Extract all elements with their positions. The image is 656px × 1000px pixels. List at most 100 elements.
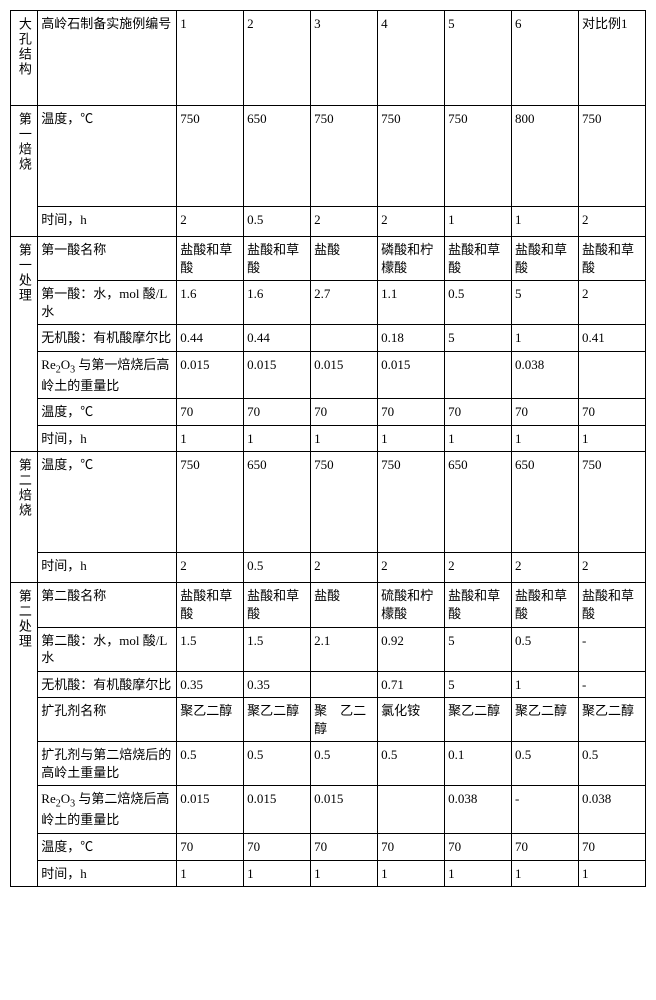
cell: -	[579, 671, 646, 698]
cell: 2	[445, 553, 512, 583]
cell: 2	[177, 553, 244, 583]
cell: 70	[244, 399, 311, 426]
cell: 0.5	[244, 742, 311, 786]
group-second-calcination: 第二焙烧	[11, 452, 38, 583]
cell: -	[579, 627, 646, 671]
cell: 盐酸和草酸	[244, 583, 311, 627]
group-second-treatment: 第二处理	[11, 583, 38, 887]
cell: 1	[579, 425, 646, 452]
cell: 0.5	[445, 281, 512, 325]
cell: 70	[177, 399, 244, 426]
col-3: 3	[311, 11, 378, 106]
cell: 70	[512, 399, 579, 426]
cell: 1	[512, 671, 579, 698]
cell: 聚 乙二醇	[311, 698, 378, 742]
cell: 盐酸	[311, 583, 378, 627]
cell: 聚乙二醇	[445, 698, 512, 742]
cell: 0.5	[244, 553, 311, 583]
cell	[445, 351, 512, 399]
row-label: 时间，h	[38, 553, 177, 583]
sec4-pore-row: 扩孔剂名称 聚乙二醇 聚乙二醇 聚 乙二醇 氯化铵 聚乙二醇 聚乙二醇 聚乙二醇	[11, 698, 646, 742]
cell: 0.18	[378, 325, 445, 352]
cell: 1	[579, 860, 646, 887]
sec4-poreratio-row: 扩孔剂与第二焙烧后的高岭土重量比 0.5 0.5 0.5 0.5 0.1 0.5…	[11, 742, 646, 786]
cell: 1.1	[378, 281, 445, 325]
cell: 70	[244, 834, 311, 861]
cell: 0.5	[177, 742, 244, 786]
cell: 1	[311, 860, 378, 887]
row-label: 温度，℃	[38, 452, 177, 553]
cell: 1	[311, 425, 378, 452]
group-macropore: 大孔结构	[11, 11, 38, 106]
cell: 5	[445, 325, 512, 352]
col-4: 4	[378, 11, 445, 106]
cell: 0.35	[244, 671, 311, 698]
cell: 2	[311, 553, 378, 583]
cell: 0.038	[579, 786, 646, 834]
row-label: 无机酸：有机酸摩尔比	[38, 325, 177, 352]
cell: 750	[177, 106, 244, 207]
kaolin-preparation-table: 大孔结构 高岭石制备实施例编号 1 2 3 4 5 6 对比例1 第一焙烧 温度…	[10, 10, 646, 887]
cell: 1	[378, 860, 445, 887]
cell: 800	[512, 106, 579, 207]
row-label: 温度，℃	[38, 834, 177, 861]
cell: 0.015	[244, 351, 311, 399]
cell: 1.6	[177, 281, 244, 325]
cell: 0.5	[579, 742, 646, 786]
cell: 0.44	[244, 325, 311, 352]
cell: 5	[512, 281, 579, 325]
cell: 聚乙二醇	[177, 698, 244, 742]
sec4-re2o3-row: Re2O3 与第二焙烧后高岭土的重量比 0.015 0.015 0.015 0.…	[11, 786, 646, 834]
cell: 70	[378, 399, 445, 426]
cell	[579, 351, 646, 399]
cell: 盐酸和草酸	[579, 583, 646, 627]
cell: 2.7	[311, 281, 378, 325]
cell: 750	[177, 452, 244, 553]
cell: 0.015	[177, 351, 244, 399]
row-label: 时间，h	[38, 860, 177, 887]
cell: 2	[311, 207, 378, 237]
cell: 0.015	[244, 786, 311, 834]
row-label: 第二酸：水，mol 酸/L 水	[38, 627, 177, 671]
sec3-temp-row: 第二焙烧 温度，℃ 750 650 750 750 650 650 750	[11, 452, 646, 553]
cell: 2.1	[311, 627, 378, 671]
cell: 1	[445, 207, 512, 237]
sec1-time-row: 时间，h 2 0.5 2 2 1 1 2	[11, 207, 646, 237]
sec4-time-row: 时间，h 1 1 1 1 1 1 1	[11, 860, 646, 887]
cell: 盐酸	[311, 237, 378, 281]
sec2-temp-row: 温度，℃ 70 70 70 70 70 70 70	[11, 399, 646, 426]
cell: 盐酸和草酸	[512, 237, 579, 281]
cell: 70	[445, 834, 512, 861]
cell: 盐酸和草酸	[177, 237, 244, 281]
cell: 750	[579, 106, 646, 207]
cell: 1	[378, 425, 445, 452]
row-label: 无机酸：有机酸摩尔比	[38, 671, 177, 698]
cell: 磷酸和柠檬酸	[378, 237, 445, 281]
table-header-row: 大孔结构 高岭石制备实施例编号 1 2 3 4 5 6 对比例1	[11, 11, 646, 106]
sec1-temp-row: 第一焙烧 温度，℃ 750 650 750 750 750 800 750	[11, 106, 646, 207]
cell: 硫酸和柠檬酸	[378, 583, 445, 627]
cell: 1	[445, 860, 512, 887]
cell: 0.015	[378, 351, 445, 399]
sec2-molar-row: 无机酸：有机酸摩尔比 0.44 0.44 0.18 5 1 0.41	[11, 325, 646, 352]
row-label: 温度，℃	[38, 106, 177, 207]
cell: 盐酸和草酸	[445, 583, 512, 627]
sec3-time-row: 时间，h 2 0.5 2 2 2 2 2	[11, 553, 646, 583]
cell: 0.41	[579, 325, 646, 352]
cell: 聚乙二醇	[244, 698, 311, 742]
cell: 0.5	[512, 627, 579, 671]
row-label: Re2O3 与第二焙烧后高岭土的重量比	[38, 786, 177, 834]
sec2-acidwater-row: 第一酸：水，mol 酸/L 水 1.6 1.6 2.7 1.1 0.5 5 2	[11, 281, 646, 325]
cell: 650	[445, 452, 512, 553]
cell: 1	[244, 425, 311, 452]
cell: 5	[445, 627, 512, 671]
cell: 0.5	[311, 742, 378, 786]
cell: 70	[311, 834, 378, 861]
sec4-acidname-row: 第二处理 第二酸名称 盐酸和草酸 盐酸和草酸 盐酸 硫酸和柠檬酸 盐酸和草酸 盐…	[11, 583, 646, 627]
cell: 70	[512, 834, 579, 861]
cell: 5	[445, 671, 512, 698]
cell: 0.015	[311, 786, 378, 834]
cell: 0.038	[512, 351, 579, 399]
cell: 70	[579, 399, 646, 426]
cell: 750	[311, 106, 378, 207]
